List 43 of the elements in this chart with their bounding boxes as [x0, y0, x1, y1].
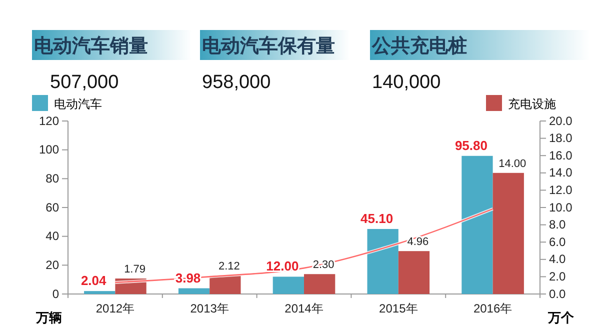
text: 507,000 [50, 72, 119, 93]
y-tick-label: 40 [46, 229, 60, 244]
data-label: 12.00 [266, 258, 299, 274]
data-label: 1.79 [124, 264, 146, 276]
data-label: 2.04 [80, 273, 108, 288]
y-tick-label: 100 [38, 142, 60, 157]
x-tick-label: 2012年 [96, 302, 135, 316]
y2-tick-label: 16.0 [549, 148, 573, 162]
text: 公共充电桩 [371, 35, 467, 57]
y2-tick-label: 18.0 [549, 131, 573, 146]
data-label: 4.96 [407, 236, 429, 248]
y-tick-label: 120 [38, 114, 60, 128]
y2-tick-label: 12.0 [549, 183, 573, 198]
text: 140,000 [372, 72, 441, 93]
x-tick-label: 2015年 [379, 302, 418, 316]
y2-tick-label: 0.0 [549, 286, 566, 301]
y2-tick-label: 6.0 [549, 234, 566, 249]
data-label: 45.10 [360, 210, 394, 226]
text: 电动汽车销量 [34, 35, 148, 57]
y-tick-label: 20 [46, 258, 60, 272]
y2-tick-label: 4.0 [549, 252, 566, 266]
y2-tick-label: 8.0 [549, 218, 566, 232]
y-axis-title: 万辆 [35, 310, 62, 325]
data-label: 95.80 [454, 138, 488, 153]
text: 电动汽车保有量 [202, 35, 335, 57]
data-label: 14.00 [498, 158, 526, 170]
x-tick-label: 2014年 [284, 302, 324, 316]
bar [210, 276, 241, 294]
y2-axis-title: 万个 [547, 310, 575, 325]
text: 958,000 [202, 72, 271, 93]
y-tick-label: 0 [52, 286, 60, 301]
bar [84, 291, 116, 294]
y2-tick-label: 2.0 [549, 270, 566, 284]
y-tick-label: 80 [46, 172, 60, 186]
x-tick-label: 2016年 [473, 302, 512, 316]
legend-label: 充电设施 [508, 97, 556, 111]
y-tick-label: 60 [46, 200, 60, 214]
y2-tick-label: 10.0 [549, 200, 573, 214]
data-label: 2.12 [218, 260, 240, 273]
legend-label: 电动汽车 [54, 97, 102, 111]
y2-tick-label: 14.0 [549, 166, 573, 180]
y2-tick-label: 20.0 [549, 114, 573, 128]
x-tick-label: 2013年 [190, 302, 229, 316]
